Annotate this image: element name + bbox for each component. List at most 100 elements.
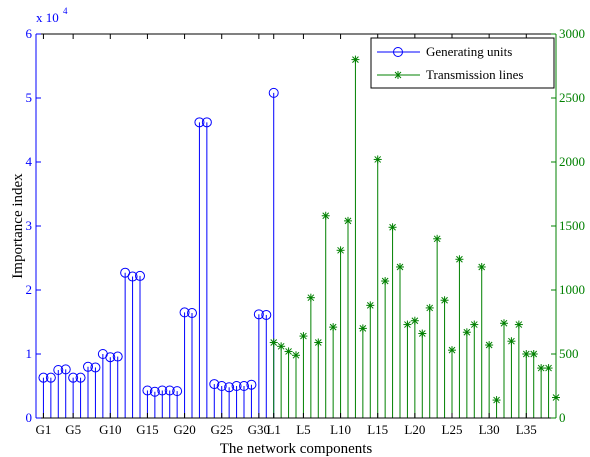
data-point [68, 372, 79, 383]
data-point [135, 270, 145, 281]
x-tick-label: G5 [65, 422, 81, 437]
legend-marker-generating-units [393, 47, 403, 57]
data-point [269, 338, 278, 347]
data-point [396, 262, 404, 271]
y-right-tick-label: 2500 [559, 90, 585, 105]
data-point [410, 316, 419, 325]
x-tick-label: L10 [330, 422, 351, 437]
data-point [201, 117, 212, 128]
data-point [75, 372, 86, 383]
series-transmission-lines [269, 55, 560, 419]
data-point [507, 337, 516, 346]
legend-marker-transmission-lines [394, 71, 402, 79]
data-point [157, 385, 168, 396]
data-point [231, 381, 242, 391]
x-tick-label: G10 [99, 422, 121, 437]
data-point [470, 320, 479, 329]
x-tick-label: L1 [266, 422, 280, 437]
data-point [485, 341, 494, 350]
x-axis-title: The network components [220, 441, 373, 457]
data-point [164, 385, 175, 396]
data-point [544, 364, 553, 373]
data-point [537, 364, 546, 373]
data-point [455, 255, 464, 264]
x-tick-label: L25 [442, 422, 463, 437]
data-point [277, 342, 286, 351]
y-left-tick-label: 5 [26, 90, 33, 105]
series-generating-units [38, 87, 279, 419]
data-point [261, 309, 272, 320]
data-point [292, 351, 300, 360]
data-point [246, 379, 257, 390]
data-point [344, 216, 352, 225]
y-left-tick-label: 4 [26, 154, 33, 169]
data-point [314, 338, 323, 347]
data-point [433, 234, 442, 243]
data-point [388, 223, 397, 232]
data-point [306, 293, 315, 302]
axes-layer: 0 1 2 3 4 5 6 0 500 1000 1500 2000 2500 3000 G1 G5 G10 G1… [26, 26, 586, 437]
data-point [299, 332, 308, 341]
data-point [127, 271, 138, 282]
data-point [105, 352, 116, 363]
y-axis-exponent-base: x 10 [36, 10, 59, 25]
data-point [53, 365, 64, 375]
data-point [187, 308, 197, 319]
data-point [179, 307, 190, 318]
data-point [321, 211, 330, 220]
x-tick-label: L15 [367, 422, 388, 437]
data-point [216, 381, 227, 391]
data-point [224, 382, 235, 393]
y-left-tick-label: 1 [26, 346, 33, 361]
x-tick-label: G20 [173, 422, 195, 437]
y-left-tick-label: 3 [26, 218, 33, 233]
x-tick-label: G30 [248, 422, 270, 437]
data-point [440, 296, 449, 305]
data-point [448, 346, 456, 355]
data-point [90, 362, 101, 373]
x-tick-label: L30 [479, 422, 500, 437]
data-point [209, 379, 220, 390]
data-point [60, 364, 71, 375]
data-point [492, 396, 501, 405]
data-point [253, 309, 264, 320]
series-layer [38, 55, 560, 419]
data-point [149, 386, 160, 397]
legend-label-transmission-lines: Transmission lines [426, 67, 523, 82]
y-left-tick-label: 6 [26, 26, 33, 41]
y-axis-exponent-power: 4 [63, 6, 68, 16]
y-axis-title: Importance index [10, 173, 26, 279]
y-right-tick-label: 500 [559, 346, 579, 361]
data-point [381, 277, 390, 286]
x-tick-label: G25 [211, 422, 233, 437]
y-right-tick-label: 0 [559, 410, 566, 425]
data-point [38, 372, 49, 383]
data-point [194, 117, 205, 128]
legend: Generating units Transmission lines [370, 37, 555, 89]
data-point [358, 324, 367, 333]
data-point [336, 246, 345, 255]
data-point [45, 372, 56, 383]
data-point [239, 381, 249, 391]
x-tick-label: G15 [136, 422, 158, 437]
data-point [83, 361, 93, 372]
data-point [514, 320, 523, 329]
data-point [268, 87, 279, 98]
legend-label-generating-units: Generating units [426, 44, 512, 59]
data-point [373, 155, 382, 164]
legend-box [370, 37, 555, 89]
x-tick-label: G1 [35, 422, 51, 437]
x-tick-label: L20 [404, 422, 425, 437]
data-point [142, 385, 153, 396]
x-tick-label: L5 [296, 422, 310, 437]
data-point [172, 386, 183, 397]
y-right-tick-label: 2000 [559, 154, 585, 169]
data-point [329, 323, 338, 332]
data-point [403, 320, 412, 329]
y-right-tick-label: 1500 [559, 218, 585, 233]
y-right-tick-label: 1000 [559, 282, 585, 297]
data-point [462, 328, 471, 337]
data-point [522, 350, 531, 358]
y-left-tick-label: 0 [26, 410, 33, 425]
